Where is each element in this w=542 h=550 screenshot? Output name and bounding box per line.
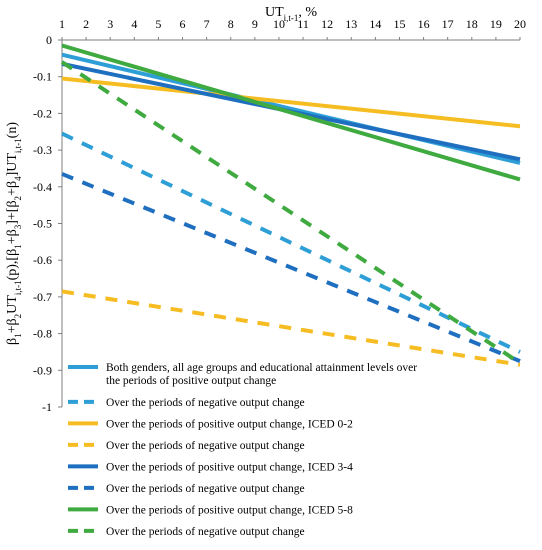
- legend-label-1: Both genders, all age groups and educati…: [106, 362, 417, 387]
- x-tick-label: 9: [252, 17, 258, 31]
- x-tick-label: 8: [228, 17, 234, 31]
- x-tick-label: 6: [180, 17, 186, 31]
- series-line-4: [61, 289, 521, 367]
- series-line-2: [61, 131, 521, 354]
- legend-label-2: Over the periods of negative output chan…: [106, 397, 305, 409]
- x-tick-label: 5: [155, 17, 161, 31]
- x-tick-labels: 1 2 3 4 5 6 7 8 9 10 11 12 13 14 15 16 17 18 19 20: [59, 17, 526, 40]
- y-tick-labels: 0 -0.1 -0.2 -0.3 -0.4 -0.5 -0.6 -0.7 -0.8 -0.9 -1: [33, 33, 62, 414]
- y-tick-label: -0.9: [33, 363, 52, 377]
- x-tick-label: 12: [321, 17, 333, 31]
- y-tick-label: -0.2: [33, 106, 52, 120]
- legend-label-3: Over the periods of positive output chan…: [106, 418, 353, 430]
- y-tick-label: -0.5: [33, 217, 52, 231]
- x-tick-label: 3: [107, 17, 113, 31]
- x-tick-label: 17: [442, 17, 454, 31]
- series-line-3: [61, 76, 521, 129]
- x-tick-label: 10: [273, 17, 285, 31]
- x-tick-label: 19: [490, 17, 502, 31]
- y-axis-title: β1+β2UTi,t-1(p),[β1+β3]+[β2+β4]UTi,t-1(n…: [5, 122, 23, 345]
- series-line-6: [61, 172, 521, 363]
- x-tick-label: 18: [466, 17, 478, 31]
- x-tick-label: 7: [204, 17, 210, 31]
- x-tick-label: 13: [345, 17, 357, 31]
- y-tick-label: -0.8: [33, 327, 52, 341]
- x-tick-label: 11: [297, 17, 309, 31]
- series-line-7: [61, 43, 521, 182]
- axes: [61, 39, 520, 407]
- x-tick-label: 15: [393, 17, 405, 31]
- x-tick-label: 4: [131, 17, 137, 31]
- x-tick-label: 20: [514, 17, 526, 31]
- legend-label-8: Over the periods of negative output chan…: [106, 526, 305, 538]
- legend-label-4: Over the periods of negative output chan…: [106, 440, 305, 452]
- y-tick-label: -0.6: [33, 253, 52, 267]
- y-tick-label: 0: [46, 33, 52, 47]
- x-tick-label: 16: [418, 17, 430, 31]
- y-tick-label: -0.3: [33, 143, 52, 157]
- legend-label-6: Over the periods of negative output chan…: [106, 483, 305, 495]
- legend: Both genders, all age groups and educati…: [68, 362, 417, 538]
- legend-label-5: Over the periods of positive output chan…: [106, 461, 353, 473]
- x-axis-title: UTi,t-1, %: [265, 5, 317, 23]
- y-tick-label: -1: [42, 400, 52, 414]
- series-lines: [60, 43, 522, 367]
- series-line-8: [60, 60, 522, 365]
- x-tick-label: 14: [369, 17, 381, 31]
- y-tick-label: -0.1: [33, 70, 52, 84]
- x-tick-label: 2: [83, 17, 89, 31]
- legend-label-7: Over the periods of positive output chan…: [106, 504, 353, 516]
- x-tick-label: 1: [59, 17, 65, 31]
- y-tick-label: -0.4: [33, 180, 52, 194]
- y-tick-label: -0.7: [33, 290, 52, 304]
